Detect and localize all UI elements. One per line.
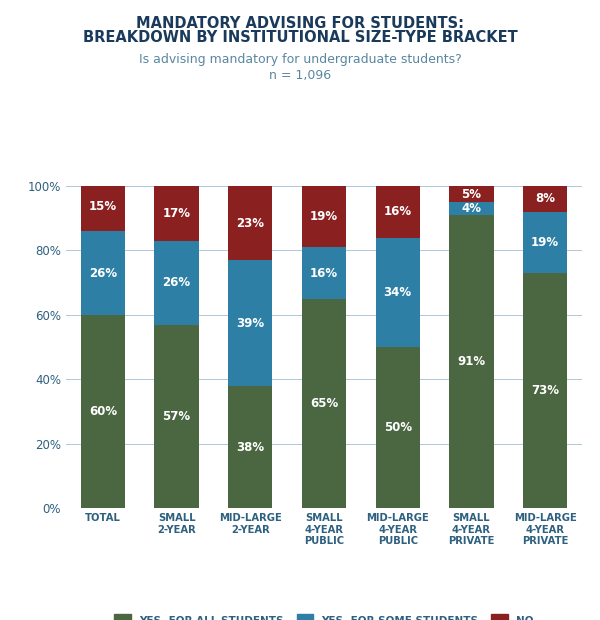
Bar	[376, 186, 420, 237]
Text: MANDATORY ADVISING FOR STUDENTS:: MANDATORY ADVISING FOR STUDENTS:	[136, 16, 464, 30]
Bar	[81, 315, 125, 508]
Bar	[523, 273, 567, 508]
Text: 65%: 65%	[310, 397, 338, 410]
Text: 23%: 23%	[236, 216, 264, 229]
Text: 73%: 73%	[531, 384, 559, 397]
Bar	[228, 260, 272, 386]
Text: 8%: 8%	[535, 192, 555, 205]
Bar	[154, 241, 199, 325]
Bar	[302, 186, 346, 247]
Text: 19%: 19%	[531, 236, 559, 249]
Text: Is advising mandatory for undergraduate students?: Is advising mandatory for undergraduate …	[139, 53, 461, 66]
Bar	[228, 186, 272, 260]
Text: 57%: 57%	[163, 410, 191, 423]
Bar	[154, 325, 199, 508]
Text: 17%: 17%	[163, 207, 191, 220]
Bar	[376, 237, 420, 347]
Text: 19%: 19%	[310, 210, 338, 223]
Bar	[449, 202, 494, 215]
Text: 16%: 16%	[383, 205, 412, 218]
Text: 5%: 5%	[461, 188, 481, 200]
Text: BREAKDOWN BY INSTITUTIONAL SIZE-TYPE BRACKET: BREAKDOWN BY INSTITUTIONAL SIZE-TYPE BRA…	[83, 30, 517, 45]
Text: 16%: 16%	[310, 267, 338, 280]
Bar	[81, 183, 125, 231]
Text: 60%: 60%	[89, 405, 117, 418]
Text: 15%: 15%	[89, 200, 117, 213]
Text: 34%: 34%	[383, 286, 412, 299]
Text: 50%: 50%	[383, 422, 412, 434]
Legend: YES, FOR ALL STUDENTS, YES, FOR SOME STUDENTS, NO: YES, FOR ALL STUDENTS, YES, FOR SOME STU…	[110, 610, 538, 620]
Bar	[154, 186, 199, 241]
Bar	[376, 347, 420, 508]
Bar	[228, 386, 272, 508]
Bar	[523, 186, 567, 212]
Bar	[449, 215, 494, 508]
Text: 4%: 4%	[461, 202, 481, 215]
Bar	[523, 212, 567, 273]
Text: 26%: 26%	[89, 267, 117, 280]
Text: 91%: 91%	[457, 355, 485, 368]
Text: n = 1,096: n = 1,096	[269, 69, 331, 82]
Bar	[449, 186, 494, 202]
Bar	[302, 247, 346, 299]
Text: 39%: 39%	[236, 317, 265, 329]
Bar	[81, 231, 125, 315]
Text: 26%: 26%	[163, 277, 191, 289]
Bar	[302, 299, 346, 508]
Text: 38%: 38%	[236, 441, 265, 454]
